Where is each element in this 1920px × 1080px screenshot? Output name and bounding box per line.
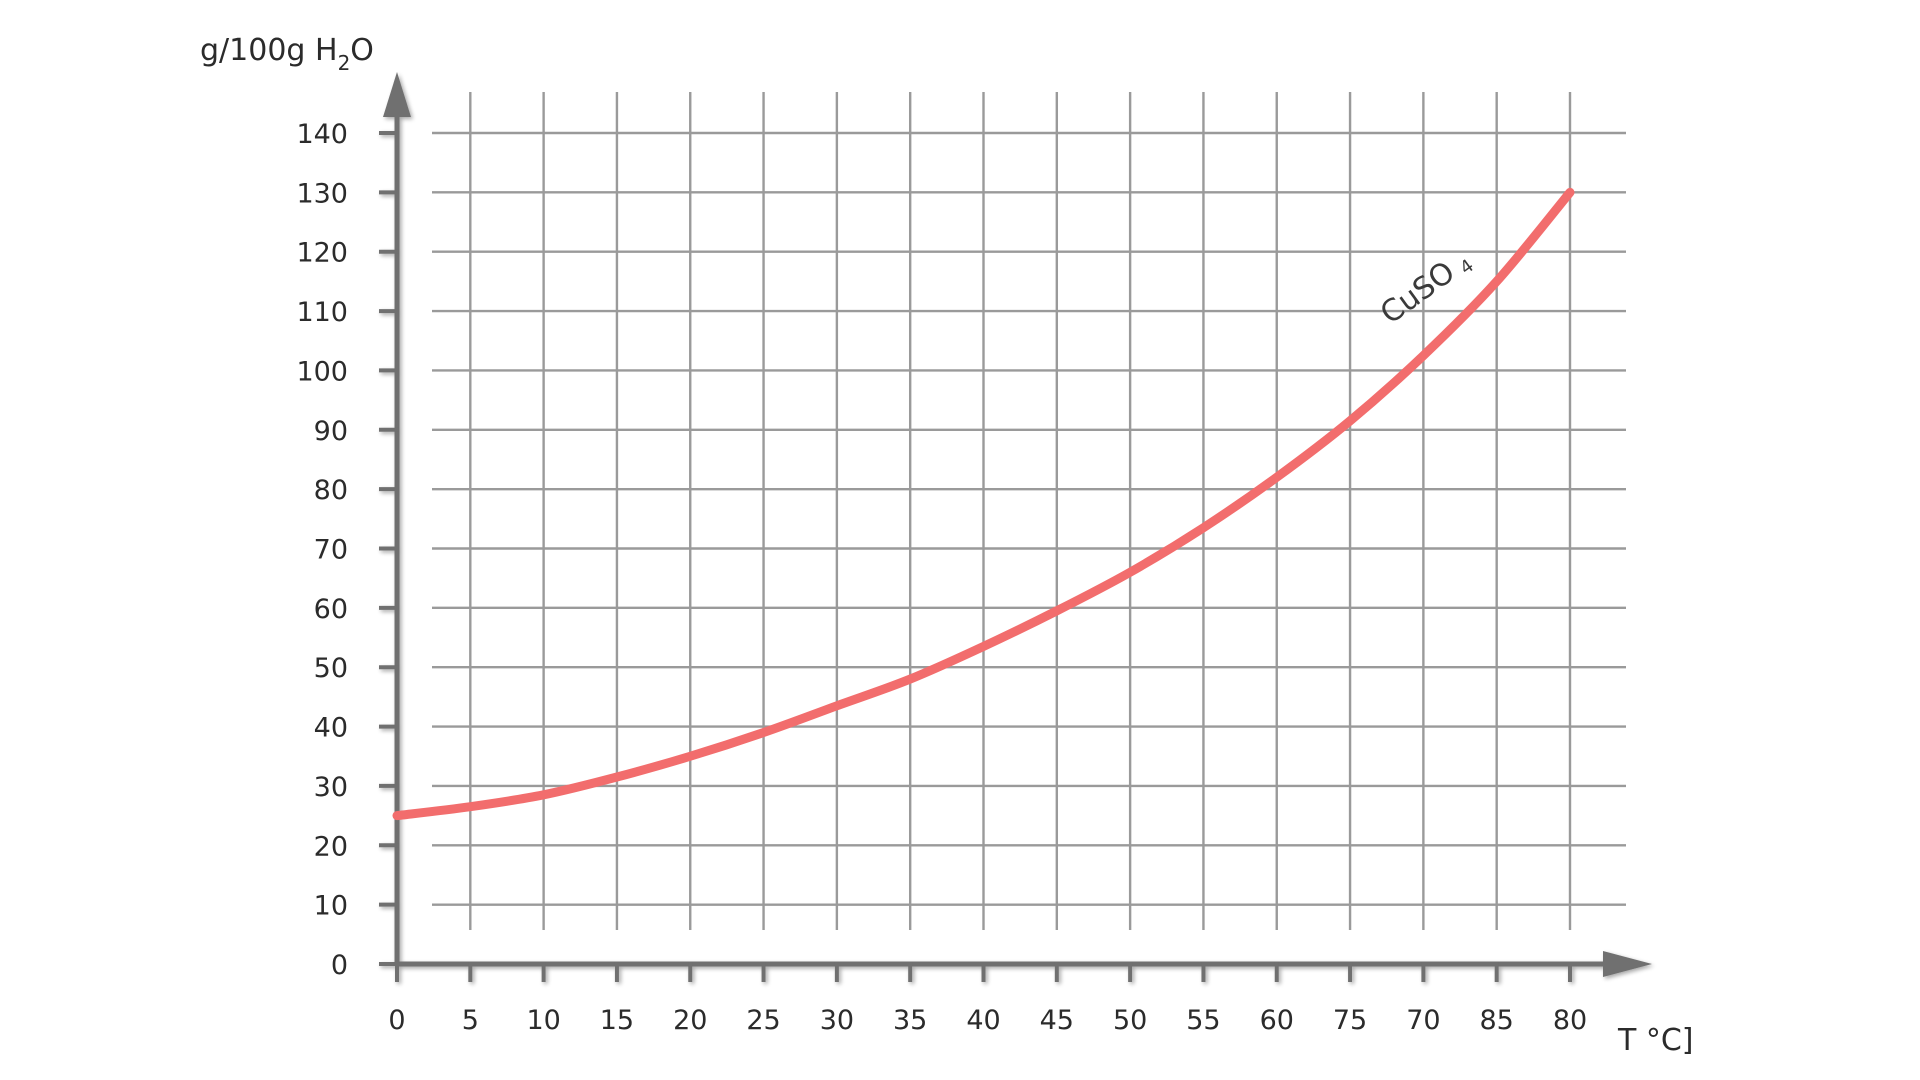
- y-tick-label: 10: [314, 891, 348, 922]
- x-axis-title: T °C]: [1617, 1023, 1694, 1058]
- y-tick-label: 120: [296, 238, 348, 269]
- x-tick-label: 25: [746, 1005, 780, 1036]
- x-tick-label: 5: [462, 1005, 479, 1036]
- x-tick-label: 15: [600, 1005, 634, 1036]
- y-axis-arrow: [383, 72, 411, 117]
- y-tick-label: 140: [296, 119, 348, 150]
- x-tick-label: 35: [893, 1005, 927, 1036]
- x-tick-label: 10: [526, 1005, 560, 1036]
- x-tick-label: 70: [1406, 1005, 1440, 1036]
- y-axis-title: g/100g H2O: [200, 33, 374, 75]
- axes: [379, 72, 1652, 982]
- x-tick-label: 40: [966, 1005, 1000, 1036]
- y-tick-label: 130: [296, 178, 348, 209]
- y-tick-label: 40: [314, 713, 348, 744]
- y-tick-label: 80: [314, 475, 348, 506]
- x-tick-label: 20: [673, 1005, 707, 1036]
- y-tick-label: 110: [296, 297, 348, 328]
- y-tick-label: 100: [296, 356, 348, 387]
- x-tick-label: 0: [388, 1005, 405, 1036]
- x-tick-label: 45: [1040, 1005, 1074, 1036]
- series-line-cuso4: [392, 187, 1575, 821]
- tick-labels: 0 10 20 30 40 50 60 70 80 90 100 110 120 130 140 0 5 10 15…: [296, 119, 1587, 1036]
- y-tick-label: 90: [314, 416, 348, 447]
- y-tick-label: 50: [314, 653, 348, 684]
- y-tick-label: 0: [331, 950, 348, 981]
- x-tick-label: 60: [1260, 1005, 1294, 1036]
- y-tick-label: 60: [314, 594, 348, 625]
- x-tick-label: 75: [1333, 1005, 1367, 1036]
- x-axis-arrow: [1603, 951, 1652, 977]
- x-tick-label: 50: [1113, 1005, 1147, 1036]
- series-layer: [392, 187, 1575, 821]
- x-tick-label: 30: [820, 1005, 854, 1036]
- y-tick-label: 30: [314, 772, 348, 803]
- x-tick-label: 55: [1186, 1005, 1220, 1036]
- x-tick-label: 80: [1553, 1005, 1587, 1036]
- y-tick-label: 70: [314, 535, 348, 566]
- grid: [432, 92, 1626, 930]
- y-tick-label: 20: [314, 831, 348, 862]
- x-tick-label: 85: [1480, 1005, 1514, 1036]
